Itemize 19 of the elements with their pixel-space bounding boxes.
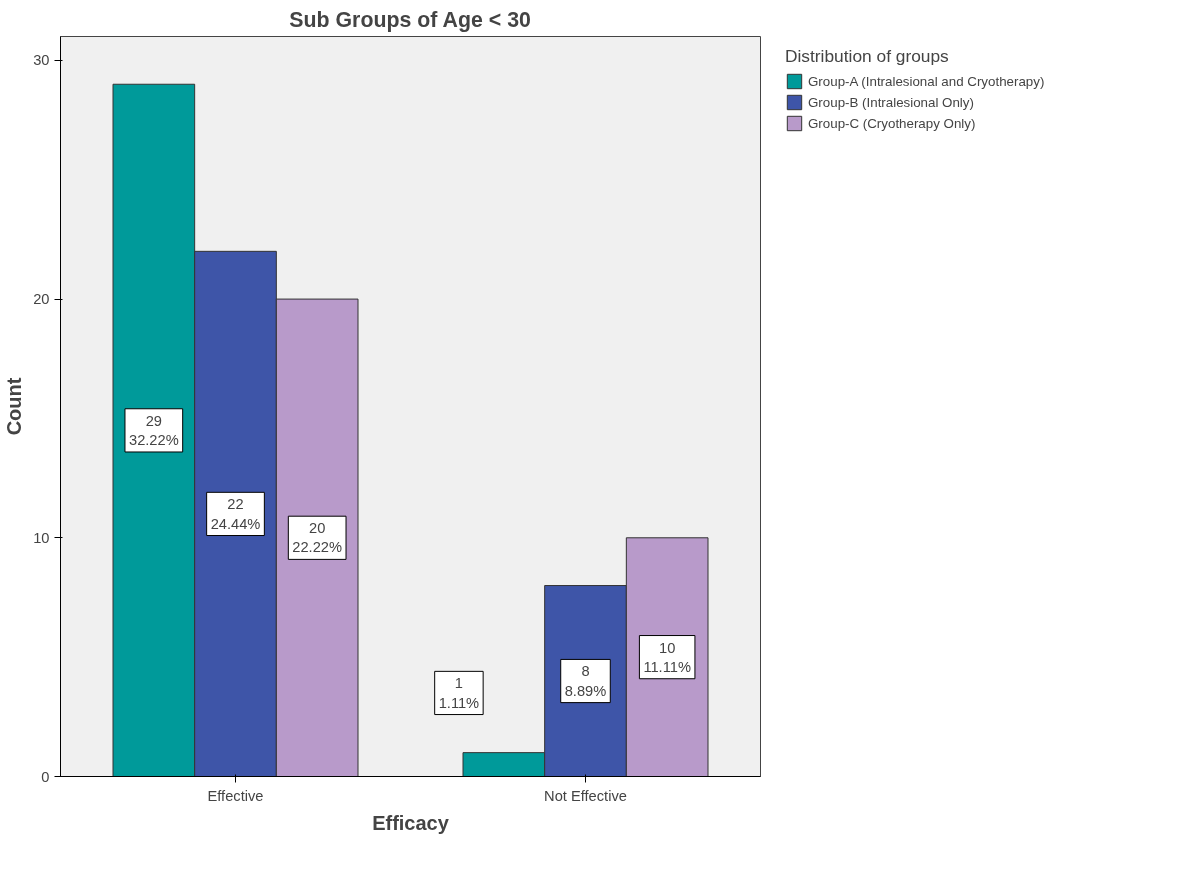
data-label: 22 24.44%	[210, 496, 261, 532]
data-label: 1 1.11%	[438, 675, 480, 711]
data-label: 8 8.89%	[564, 663, 607, 699]
y-tick-label: 0	[41, 768, 50, 785]
legend-label: Group-A (Intralesional and Cryotherapy)	[808, 73, 1045, 89]
legend-label: Group-C (Cryotherapy Only)	[808, 115, 976, 131]
y-axis-title: Count	[3, 377, 26, 436]
x-axis-title: Efficacy	[372, 811, 450, 834]
chart-title: Sub Groups of Age < 30	[289, 7, 531, 32]
y-tick-label: 20	[33, 291, 50, 308]
x-tick-label: Effective	[207, 787, 264, 804]
legend-label: Group-B (Intralesional Only)	[808, 94, 974, 110]
data-label: 20 22.22%	[292, 520, 343, 556]
y-tick-label: 10	[33, 529, 50, 546]
x-tick-label: Not Effective	[544, 787, 627, 804]
data-label: 29 32.22%	[128, 412, 179, 448]
y-tick-label: 30	[33, 52, 50, 69]
legend-title: Distribution of groups	[785, 46, 950, 67]
data-label: 10 11.11%	[643, 639, 691, 675]
